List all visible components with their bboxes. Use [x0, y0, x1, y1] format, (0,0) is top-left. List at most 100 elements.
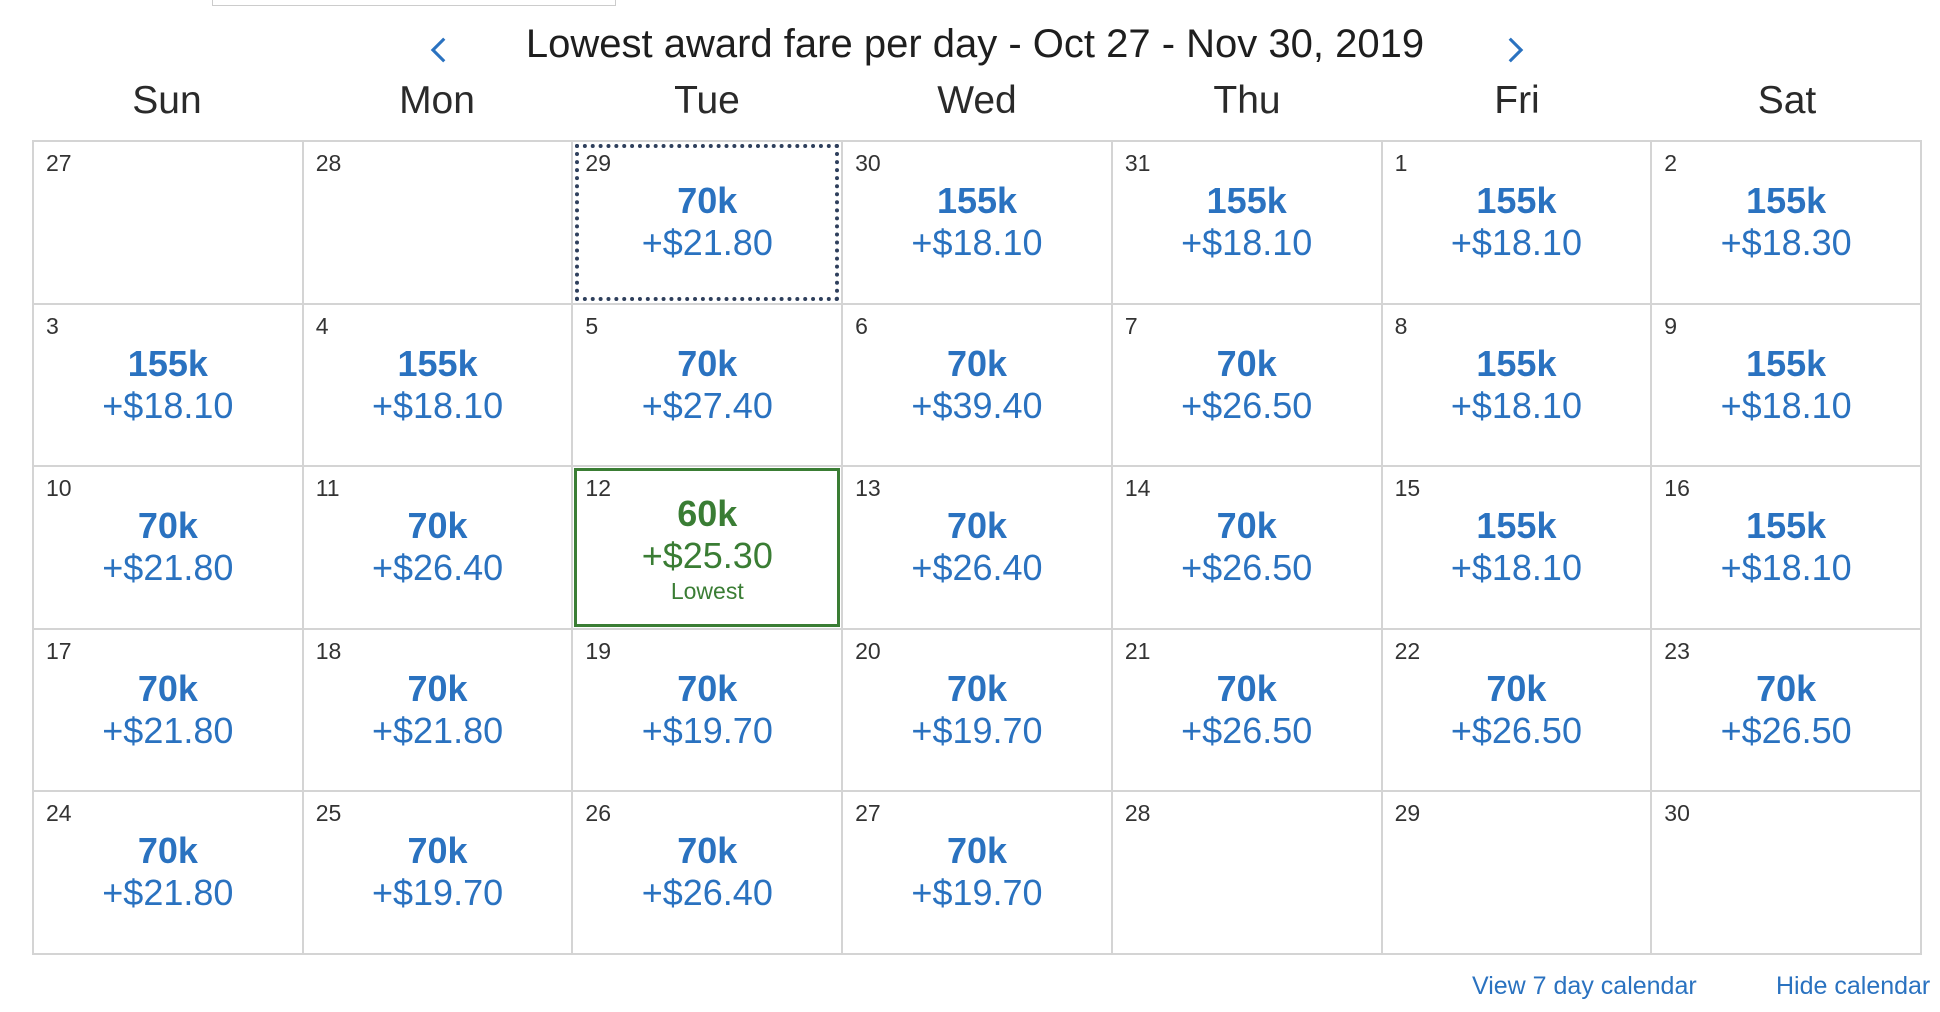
fare-info: 70k +$27.40: [573, 343, 841, 427]
calendar-day-cell[interactable]: 23 70k +$26.50: [1652, 629, 1922, 793]
fare-miles: 70k: [137, 830, 198, 872]
day-number: 18: [315, 637, 342, 664]
fare-info: 70k +$21.80: [573, 180, 841, 264]
calendar-day-cell[interactable]: 31 155k +$18.10: [1112, 142, 1383, 305]
calendar-day-cell[interactable]: 18 70k +$21.80: [303, 629, 574, 793]
fare-taxes: +$25.30: [641, 535, 773, 577]
fare-miles: 70k: [1216, 342, 1277, 384]
day-number: 25: [315, 800, 342, 827]
calendar-day-cell[interactable]: 15 155k +$18.10: [1382, 467, 1653, 630]
day-number: 27: [46, 150, 72, 176]
calendar-day-cell: 29: [1382, 792, 1653, 955]
calendar-day-cell[interactable]: 3 155k +$18.10: [34, 304, 304, 468]
calendar-day-cell[interactable]: 12 60k +$25.30 Lowest: [573, 467, 844, 630]
calendar-day-cell[interactable]: 29 70k +$21.80: [573, 142, 844, 305]
fare-miles: 70k: [677, 180, 738, 221]
calendar-day-cell[interactable]: 22 70k +$26.50: [1382, 629, 1653, 793]
chevron-left-icon: [430, 37, 446, 63]
search-field-edge: [212, 0, 616, 6]
day-number: 26: [585, 800, 612, 827]
calendar-day-cell[interactable]: 26 70k +$26.40: [573, 792, 844, 955]
calendar-day-cell[interactable]: 25 70k +$19.70: [303, 792, 574, 955]
calendar-day-cell[interactable]: 17 70k +$21.80: [34, 629, 304, 793]
calendar-day-cell[interactable]: 8 155k +$18.10: [1382, 304, 1653, 468]
fare-info: 70k +$26.50: [1113, 668, 1381, 752]
calendar-title: Lowest award fare per day - Oct 27 - Nov…: [525, 22, 1425, 66]
fare-taxes: +$18.10: [1720, 384, 1852, 426]
calendar-day-cell[interactable]: 2 155k +$18.30: [1652, 142, 1922, 305]
fare-miles: 70k: [946, 505, 1008, 547]
fare-miles: 155k: [1746, 505, 1827, 547]
fare-taxes: +$27.40: [641, 384, 773, 426]
fare-miles: 155k: [1476, 505, 1557, 547]
fare-taxes: +$18.10: [911, 222, 1043, 263]
calendar-day-cell[interactable]: 14 70k +$26.50: [1112, 467, 1383, 630]
fare-miles: 155k: [127, 342, 208, 384]
calendar-day-cell[interactable]: 24 70k +$21.80: [34, 792, 304, 955]
calendar-day-cell[interactable]: 21 70k +$26.50: [1112, 629, 1383, 793]
fare-info: 70k +$26.50: [1113, 505, 1381, 589]
fare-info: 70k +$19.70: [304, 830, 572, 914]
day-number: 15: [1394, 475, 1421, 502]
fare-info: 155k +$18.10: [843, 180, 1111, 264]
chevron-right-icon: [1508, 37, 1524, 63]
fare-info: 155k +$18.10: [34, 343, 302, 427]
fare-info: 155k +$18.10: [1383, 343, 1651, 427]
fare-miles: 70k: [677, 342, 738, 384]
fare-info: 155k +$18.10: [1652, 343, 1920, 427]
hide-calendar-link[interactable]: Hide calendar: [1776, 972, 1931, 1000]
view-7-day-calendar-link[interactable]: View 7 day calendar: [1472, 972, 1697, 1000]
fare-miles: 70k: [1216, 505, 1277, 547]
calendar-day-cell[interactable]: 1 155k +$18.10: [1382, 142, 1653, 305]
calendar-day-cell[interactable]: 30 155k +$18.10: [843, 142, 1113, 305]
day-number: 20: [855, 637, 881, 664]
weekday-wed: Wed: [937, 79, 1017, 122]
day-number: 17: [46, 637, 72, 664]
day-number: 5: [585, 312, 599, 339]
fare-taxes: +$19.70: [911, 872, 1043, 914]
lowest-fare-badge: Lowest: [670, 578, 744, 605]
fare-miles: 70k: [946, 830, 1008, 872]
day-number: 7: [1124, 312, 1138, 339]
previous-month-button[interactable]: [416, 26, 464, 74]
fare-miles: 155k: [1746, 342, 1827, 384]
calendar-day-cell[interactable]: 7 70k +$26.50: [1112, 304, 1383, 468]
calendar-day-cell[interactable]: 27 70k +$19.70: [843, 792, 1113, 955]
calendar-day-cell[interactable]: 19 70k +$19.70: [573, 629, 844, 793]
fare-info: 70k +$19.70: [573, 668, 841, 752]
calendar-day-cell[interactable]: 4 155k +$18.10: [303, 304, 574, 468]
weekday-thu: Thu: [1213, 79, 1281, 122]
day-number: 29: [585, 150, 612, 176]
fare-info: 60k +$25.30 Lowest: [573, 493, 841, 605]
fare-miles: 155k: [1476, 180, 1557, 221]
day-number: 24: [46, 800, 72, 827]
fare-miles: 70k: [677, 830, 738, 872]
fare-taxes: +$18.30: [1720, 222, 1852, 263]
next-month-button[interactable]: [1490, 26, 1538, 74]
fare-miles: 155k: [1206, 180, 1287, 221]
fare-miles: 70k: [946, 667, 1008, 709]
calendar-day-cell[interactable]: 5 70k +$27.40: [573, 304, 844, 468]
calendar-day-cell[interactable]: 9 155k +$18.10: [1652, 304, 1922, 468]
fare-miles: 70k: [407, 830, 468, 872]
fare-miles: 70k: [1756, 667, 1817, 709]
day-number: 10: [46, 475, 72, 502]
calendar-day-cell[interactable]: 11 70k +$26.40: [303, 467, 574, 630]
fare-info: 155k +$18.10: [1652, 505, 1920, 589]
fare-taxes: +$21.80: [371, 709, 504, 751]
day-number: 12: [585, 475, 612, 502]
fare-taxes: +$39.40: [911, 384, 1043, 426]
calendar-day-cell[interactable]: 16 155k +$18.10: [1652, 467, 1922, 630]
fare-info: 70k +$26.40: [843, 505, 1111, 589]
calendar-day-cell[interactable]: 20 70k +$19.70: [843, 629, 1113, 793]
day-number: 16: [1664, 475, 1690, 502]
fare-info: 155k +$18.10: [1383, 505, 1651, 589]
fare-info: 155k +$18.30: [1652, 180, 1920, 264]
calendar-day-cell[interactable]: 13 70k +$26.40: [843, 467, 1113, 630]
day-number: 23: [1664, 637, 1690, 664]
fare-info: 70k +$21.80: [34, 668, 302, 752]
calendar-day-cell[interactable]: 6 70k +$39.40: [843, 304, 1113, 468]
weekday-mon: Mon: [399, 79, 475, 122]
day-number: 9: [1664, 312, 1678, 339]
calendar-day-cell[interactable]: 10 70k +$21.80: [34, 467, 304, 630]
